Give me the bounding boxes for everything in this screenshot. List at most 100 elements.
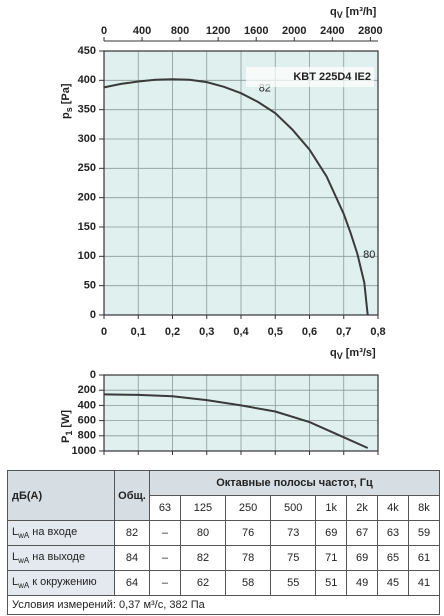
xlabel-main: q — [330, 347, 337, 359]
value-cell: 61 — [407, 545, 441, 571]
value-cell: 69 — [346, 545, 379, 571]
value-cell: 71 — [315, 545, 348, 571]
y-tick-label: 0 — [90, 309, 96, 321]
value-cell: 78 — [225, 545, 272, 571]
x-tick-label: 0,8 — [370, 326, 385, 338]
x2-tick-label: 1200 — [206, 25, 230, 37]
y-tick-label: 400 — [78, 399, 96, 411]
x-tick-label: 0,4 — [233, 326, 249, 338]
band-cell: 250 — [225, 495, 272, 521]
ylabel-unit: [W] — [60, 410, 72, 428]
x2label-unit: [m³/h] — [346, 6, 377, 18]
xlabel-sub: V — [337, 351, 343, 361]
value-cell: 55 — [270, 570, 317, 596]
x2label-sub: V — [337, 10, 343, 20]
x2label-label: qV [m³/h] — [330, 6, 377, 20]
row-label: LwA на выходе — [7, 545, 115, 571]
y-tick-label: 600 — [78, 415, 96, 427]
y-tick-label: 100 — [78, 250, 96, 262]
curve-annotation: 80 — [363, 249, 375, 261]
value-cell: 75 — [270, 545, 317, 571]
row-label: LwA на входе — [7, 520, 115, 546]
x-tick-label: 0,3 — [199, 326, 214, 338]
row-label-sub: wA — [18, 556, 30, 566]
row-label-sub: wA — [18, 581, 30, 591]
x2-tick-label: 400 — [133, 25, 151, 37]
chart: 0 0,1 0,2 0,3 0,4 0,5 0,6 0,7 0,8050100150200250… — [60, 6, 386, 457]
band-cell: 500 — [270, 495, 317, 521]
ylabel-main: p — [60, 112, 72, 119]
x-tick-label: 0,6 — [302, 326, 317, 338]
header-cell: Октавные полосы частот, Гц — [149, 470, 440, 496]
footer-row: Условия измерений: 0,37 м³/с, 382 Па — [7, 595, 440, 615]
title-box — [246, 67, 374, 87]
y-tick-label: 1000 — [72, 445, 96, 457]
value-cell: 51 — [315, 570, 348, 596]
ylabel-main: P — [60, 436, 72, 443]
curve — [103, 393, 369, 449]
y-tick-label: 50 — [84, 280, 96, 292]
x-tick-label: 0,2 — [165, 326, 180, 338]
y-tick-label: 150 — [78, 221, 96, 233]
x2-tick-label: 2000 — [282, 25, 306, 37]
total-cell: 84 — [114, 545, 150, 571]
total-cell: 82 — [114, 520, 150, 546]
footer: Условия измерений: 0,37 м³/с, 382 Па — [7, 595, 440, 615]
plot-frame — [103, 374, 379, 452]
chart-title: KBT 225D4 IE2 — [293, 71, 371, 83]
ylabel-label: P1 [W] — [60, 410, 74, 443]
band-cell: 1k — [315, 495, 348, 521]
total-cell: 64 — [114, 570, 150, 596]
y-tick-label: 350 — [78, 104, 96, 116]
y-tick-label: 450 — [78, 45, 96, 57]
xlabel-unit: [m³/s] — [346, 347, 376, 359]
value-cell: 69 — [315, 520, 348, 546]
value-cell: 62 — [179, 570, 227, 596]
row-label-symbol: L — [12, 525, 19, 538]
data-row: LwA к окружению 64–62 58 55 51 49 45 41 — [7, 570, 441, 596]
curve — [103, 78, 369, 316]
y-tick-label: 200 — [78, 192, 96, 204]
value-cell: 65 — [377, 545, 409, 571]
row-label: LwA к окружению — [7, 570, 115, 596]
row-label-text: на выходе — [29, 550, 86, 563]
x-tick-label: 0,5 — [268, 326, 283, 338]
row-label-symbol: L — [12, 575, 19, 588]
y-tick-label: 200 — [78, 384, 96, 396]
value-cell: – — [149, 520, 181, 546]
row-label-text: к окружению — [29, 575, 97, 588]
band-cell: 8k — [407, 495, 441, 521]
plot-frame — [103, 50, 379, 316]
ylabel-unit: [Pa] — [60, 83, 72, 104]
ylabel-label: ps [Pa] — [60, 83, 74, 119]
xlabel-label: qV [m³/s] — [330, 347, 376, 361]
header-cell: дБ(A) — [7, 470, 115, 521]
band-cell: 4k — [377, 495, 409, 521]
data-row: LwA на входе 82–80 76 73 69 67 63 59 — [7, 520, 441, 546]
x-tick-label: 0,1 — [131, 326, 146, 338]
row-label-symbol: L — [12, 550, 19, 563]
x-tick-label: 0 — [101, 326, 107, 338]
value-cell: 41 — [407, 570, 441, 596]
y-tick-label: 300 — [78, 133, 96, 145]
x2-tick-label: 0 — [101, 25, 107, 37]
value-cell: 58 — [225, 570, 272, 596]
y-tick-label: 800 — [78, 430, 96, 442]
ylabel-sub: s — [64, 107, 74, 112]
ylabel-sub: 1 — [64, 431, 74, 436]
band-cell: 63 — [149, 495, 181, 521]
value-cell: – — [149, 545, 181, 571]
value-cell: 80 — [179, 520, 227, 546]
x-tick-label: 0,7 — [336, 326, 351, 338]
row-label-text: на входе — [29, 525, 78, 538]
value-cell: 67 — [346, 520, 379, 546]
value-cell: 73 — [270, 520, 317, 546]
row-label-sub: wA — [18, 531, 30, 541]
y-tick-label: 400 — [78, 74, 96, 86]
value-cell: 45 — [377, 570, 409, 596]
header-cell: Общ. — [114, 470, 150, 521]
value-cell: 76 — [225, 520, 272, 546]
band-cell: 2k — [346, 495, 379, 521]
value-cell: 63 — [377, 520, 409, 546]
x2-tick-label: 800 — [171, 25, 189, 37]
